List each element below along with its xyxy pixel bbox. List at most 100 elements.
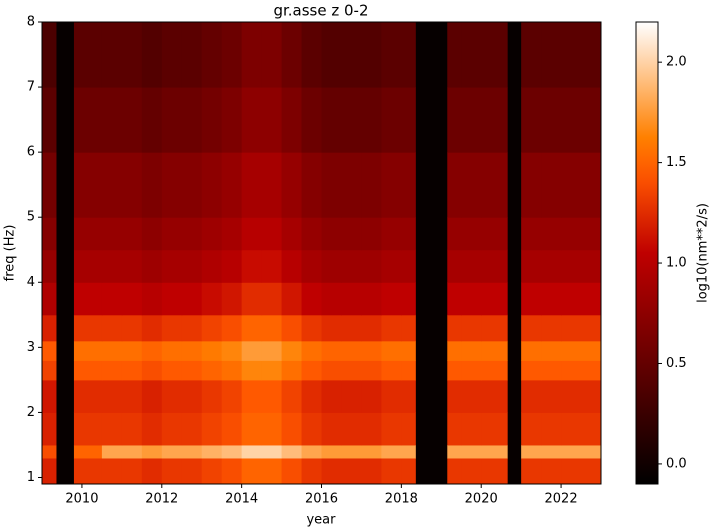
heat-cell — [361, 412, 382, 446]
heat-cell — [447, 22, 462, 88]
heat-cell — [447, 379, 462, 413]
heat-cell — [121, 444, 143, 459]
heat-cell — [321, 22, 342, 88]
heat-cell — [241, 444, 263, 459]
heat-cell — [381, 314, 402, 342]
heat-cell — [481, 282, 508, 316]
x-tick-label: 2014 — [225, 492, 258, 507]
y-tick-label: 5 — [27, 210, 35, 225]
heat-cell — [381, 340, 402, 361]
heat-cell — [381, 379, 402, 413]
heat-cell — [341, 249, 362, 283]
heat-cell — [221, 444, 243, 459]
heat-cell — [101, 340, 123, 361]
heat-cell — [201, 379, 223, 413]
heat-cell — [481, 152, 508, 218]
heat-cell — [121, 412, 143, 446]
heat-cell — [341, 217, 362, 251]
heat-cell — [121, 22, 143, 88]
heat-cell — [461, 444, 482, 459]
heat-cell — [261, 152, 283, 218]
heat-cell — [261, 360, 283, 381]
y-tick-label: 1 — [27, 470, 35, 485]
heat-cell — [241, 457, 263, 485]
heat-cell — [447, 217, 462, 251]
heat-cell — [541, 217, 562, 251]
heat-cell — [381, 457, 402, 485]
x-tick-label: 2022 — [545, 492, 578, 507]
heat-cell — [401, 87, 416, 153]
heat-cell — [121, 152, 143, 218]
heat-cell — [381, 22, 402, 88]
heat-cell — [73, 412, 103, 446]
heat-cell — [42, 457, 57, 485]
x-axis-label: year — [306, 513, 336, 528]
heat-cell — [401, 282, 416, 316]
heat-cell — [447, 314, 462, 342]
heat-cell — [481, 412, 508, 446]
y-tick-label: 8 — [27, 15, 35, 30]
heat-cell — [321, 412, 342, 446]
heat-cell — [301, 412, 322, 446]
heat-cell — [341, 457, 362, 485]
x-tick-label: 2012 — [145, 492, 178, 507]
y-tick-label: 7 — [27, 80, 35, 95]
heat-cell — [301, 340, 322, 361]
heat-cell — [361, 282, 382, 316]
heat-cell — [141, 314, 163, 342]
heat-cell — [221, 282, 243, 316]
heat-cell — [447, 412, 462, 446]
heat-cell — [321, 457, 342, 485]
heat-cell — [341, 412, 362, 446]
heat-cell — [161, 87, 183, 153]
heat-cell — [561, 22, 602, 88]
heat-cell — [241, 379, 263, 413]
heat-cell — [481, 249, 508, 283]
heat-cell — [101, 444, 123, 459]
heat-cell — [361, 217, 382, 251]
heat-cell — [73, 282, 103, 316]
heat-cell — [301, 87, 322, 153]
heat-cell — [281, 457, 303, 485]
heat-cell — [261, 217, 283, 251]
heat-cell — [361, 457, 382, 485]
heat-cell — [121, 282, 143, 316]
heat-cell — [321, 87, 342, 153]
heat-cell — [201, 152, 223, 218]
heat-cell — [73, 457, 103, 485]
heat-cell — [401, 217, 416, 251]
heat-cell — [561, 379, 602, 413]
heat-cell — [121, 457, 143, 485]
heat-cell — [461, 152, 482, 218]
x-tick-label: 2010 — [65, 492, 98, 507]
heat-cell — [42, 314, 57, 342]
heat-cell — [521, 444, 542, 459]
heat-cell — [141, 152, 163, 218]
heat-cell — [561, 249, 602, 283]
heat-cell — [541, 457, 562, 485]
heat-cell — [541, 360, 562, 381]
heat-cell — [121, 379, 143, 413]
y-tick-label: 4 — [27, 275, 35, 290]
heat-cell — [141, 457, 163, 485]
heat-cell — [121, 217, 143, 251]
heat-cell — [461, 412, 482, 446]
heat-cell — [181, 412, 203, 446]
heat-cell — [401, 22, 416, 88]
heat-cell — [301, 22, 322, 88]
heat-cell — [461, 22, 482, 88]
heat-cell — [181, 282, 203, 316]
heat-cell — [461, 457, 482, 485]
heat-cell — [541, 444, 562, 459]
heat-cell — [301, 444, 322, 459]
heat-cell — [541, 152, 562, 218]
heat-cell — [281, 360, 303, 381]
heat-cell — [261, 282, 283, 316]
heat-cell — [341, 314, 362, 342]
heat-cell — [561, 314, 602, 342]
heat-cell — [221, 152, 243, 218]
heat-cell — [101, 152, 123, 218]
heat-cell — [201, 412, 223, 446]
heat-cell — [341, 444, 362, 459]
heat-cell — [201, 87, 223, 153]
